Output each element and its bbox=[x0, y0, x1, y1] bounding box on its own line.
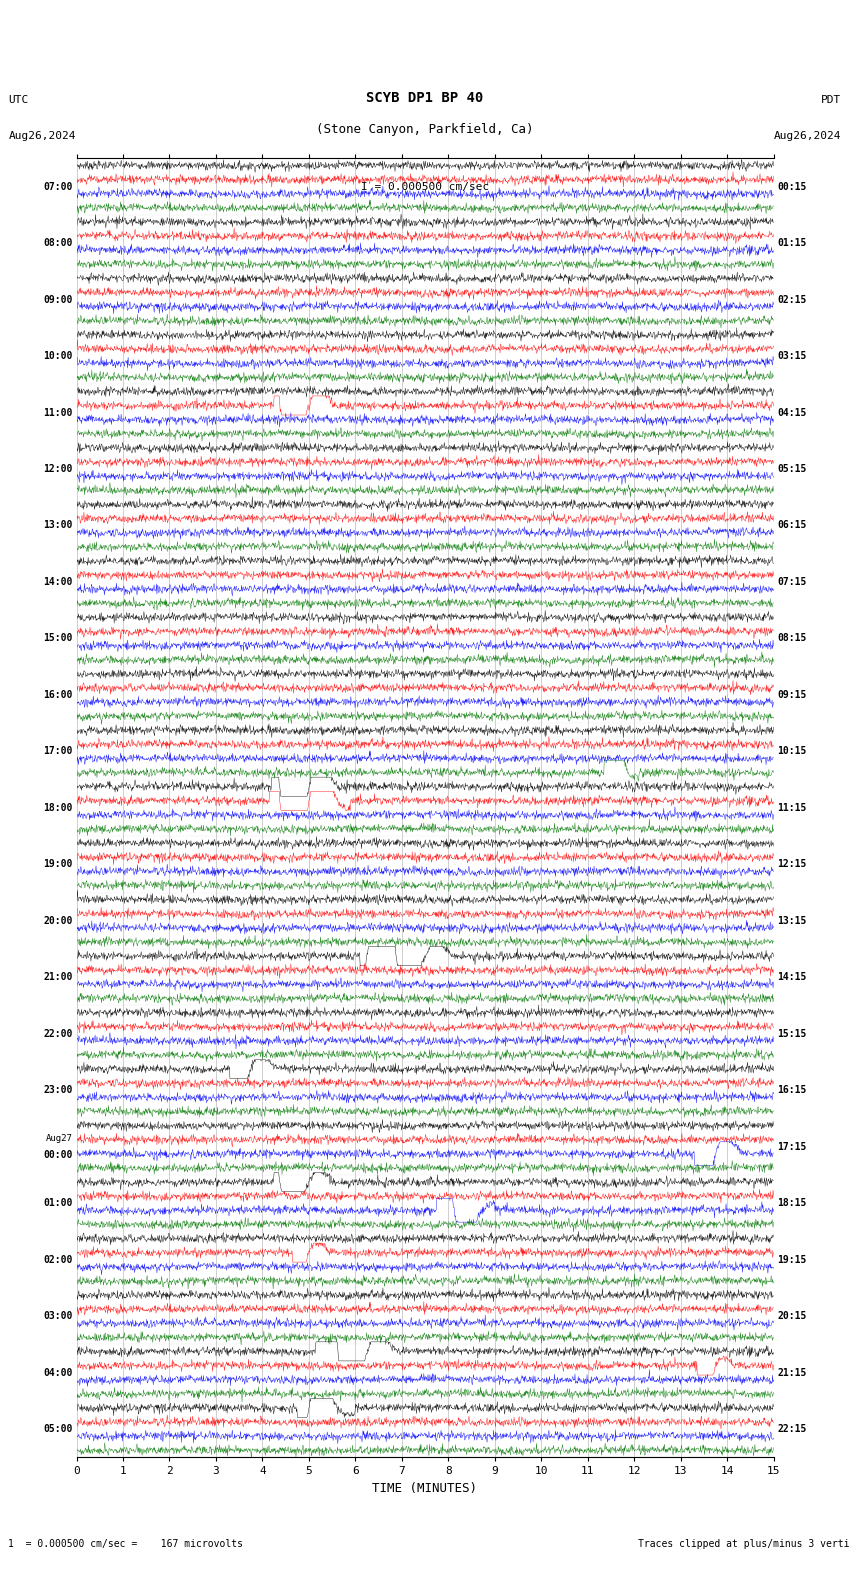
Text: 13:00: 13:00 bbox=[43, 521, 72, 531]
Text: 08:00: 08:00 bbox=[43, 238, 72, 249]
Text: Aug26,2024: Aug26,2024 bbox=[8, 131, 76, 141]
Text: 06:15: 06:15 bbox=[777, 521, 807, 531]
Text: 04:00: 04:00 bbox=[43, 1367, 72, 1378]
Text: UTC: UTC bbox=[8, 95, 29, 105]
Text: 07:15: 07:15 bbox=[777, 577, 807, 588]
Text: 18:15: 18:15 bbox=[777, 1198, 807, 1209]
Text: Aug26,2024: Aug26,2024 bbox=[774, 131, 842, 141]
Text: I = 0.000500 cm/sec: I = 0.000500 cm/sec bbox=[361, 182, 489, 192]
Text: (Stone Canyon, Parkfield, Ca): (Stone Canyon, Parkfield, Ca) bbox=[316, 122, 534, 136]
Text: 12:00: 12:00 bbox=[43, 464, 72, 474]
Text: PDT: PDT bbox=[821, 95, 842, 105]
Text: 22:00: 22:00 bbox=[43, 1028, 72, 1039]
Text: 03:00: 03:00 bbox=[43, 1312, 72, 1321]
Text: 1  = 0.000500 cm/sec =    167 microvolts: 1 = 0.000500 cm/sec = 167 microvolts bbox=[8, 1540, 243, 1549]
Text: 14:15: 14:15 bbox=[777, 973, 807, 982]
Text: 08:15: 08:15 bbox=[777, 634, 807, 643]
Text: 13:15: 13:15 bbox=[777, 916, 807, 925]
Text: 19:15: 19:15 bbox=[777, 1255, 807, 1264]
Text: 05:00: 05:00 bbox=[43, 1424, 72, 1434]
Text: 02:00: 02:00 bbox=[43, 1255, 72, 1264]
Text: Aug27: Aug27 bbox=[46, 1134, 72, 1142]
X-axis label: TIME (MINUTES): TIME (MINUTES) bbox=[372, 1483, 478, 1495]
Text: 01:15: 01:15 bbox=[777, 238, 807, 249]
Text: 12:15: 12:15 bbox=[777, 859, 807, 870]
Text: 21:15: 21:15 bbox=[777, 1367, 807, 1378]
Text: 01:00: 01:00 bbox=[43, 1198, 72, 1209]
Text: 23:00: 23:00 bbox=[43, 1085, 72, 1095]
Text: 17:15: 17:15 bbox=[777, 1142, 807, 1152]
Text: 16:15: 16:15 bbox=[777, 1085, 807, 1095]
Text: 20:15: 20:15 bbox=[777, 1312, 807, 1321]
Text: 11:15: 11:15 bbox=[777, 803, 807, 813]
Text: 09:15: 09:15 bbox=[777, 691, 807, 700]
Text: 17:00: 17:00 bbox=[43, 746, 72, 757]
Text: 02:15: 02:15 bbox=[777, 295, 807, 304]
Text: 03:15: 03:15 bbox=[777, 352, 807, 361]
Text: 09:00: 09:00 bbox=[43, 295, 72, 304]
Text: 21:00: 21:00 bbox=[43, 973, 72, 982]
Text: 10:00: 10:00 bbox=[43, 352, 72, 361]
Text: 00:15: 00:15 bbox=[777, 182, 807, 192]
Text: 22:15: 22:15 bbox=[777, 1424, 807, 1434]
Text: 16:00: 16:00 bbox=[43, 691, 72, 700]
Text: 19:00: 19:00 bbox=[43, 859, 72, 870]
Text: 05:15: 05:15 bbox=[777, 464, 807, 474]
Text: 07:00: 07:00 bbox=[43, 182, 72, 192]
Text: 10:15: 10:15 bbox=[777, 746, 807, 757]
Text: 00:00: 00:00 bbox=[43, 1150, 72, 1159]
Text: 04:15: 04:15 bbox=[777, 407, 807, 418]
Text: 18:00: 18:00 bbox=[43, 803, 72, 813]
Text: 15:15: 15:15 bbox=[777, 1028, 807, 1039]
Text: 15:00: 15:00 bbox=[43, 634, 72, 643]
Text: 20:00: 20:00 bbox=[43, 916, 72, 925]
Text: Traces clipped at plus/minus 3 vertical divisions: Traces clipped at plus/minus 3 vertical … bbox=[638, 1540, 850, 1549]
Text: SCYB DP1 BP 40: SCYB DP1 BP 40 bbox=[366, 90, 484, 105]
Text: 11:00: 11:00 bbox=[43, 407, 72, 418]
Text: 14:00: 14:00 bbox=[43, 577, 72, 588]
